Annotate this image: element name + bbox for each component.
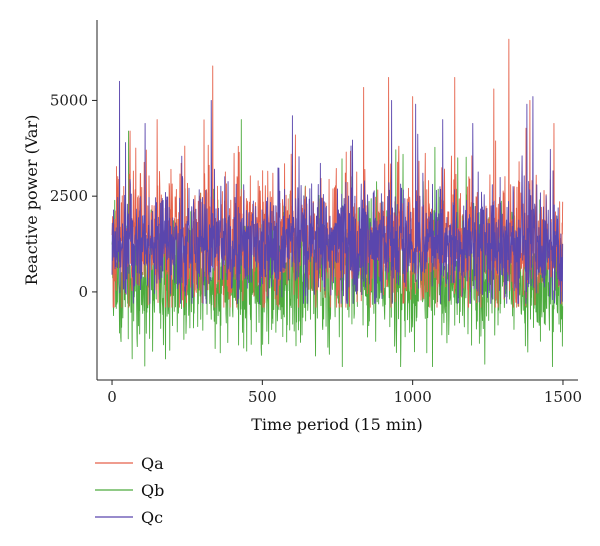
x-tick-label-1500: 1500 [544,388,582,406]
x-axis-title: Time period (15 min) [251,415,422,434]
x-tick-label-0: 0 [107,388,117,406]
legend-label-qc: Qc [141,508,163,527]
legend-item-qb: Qb [95,481,164,500]
series-line-qa [111,38,564,308]
series-layer [111,38,564,368]
x-ticks: 0 500 1000 1500 [107,380,582,406]
y-tick-label-0: 0 [78,283,88,301]
legend-label-qa: Qa [141,454,164,473]
legend-item-qa: Qa [95,454,164,473]
y-tick-label-2500: 2500 [50,187,88,205]
x-tick-label-500: 500 [248,388,277,406]
y-tick-label-5000: 5000 [50,91,88,109]
legend-label-qb: Qb [141,481,164,500]
y-ticks: 0 2500 5000 [50,91,97,301]
legend: Qa Qb Qc [95,454,164,527]
legend-item-qc: Qc [95,508,163,527]
y-axis-title: Reactive power (Var) [22,115,41,286]
series-line-qc [111,80,564,304]
x-tick-label-1000: 1000 [394,388,432,406]
